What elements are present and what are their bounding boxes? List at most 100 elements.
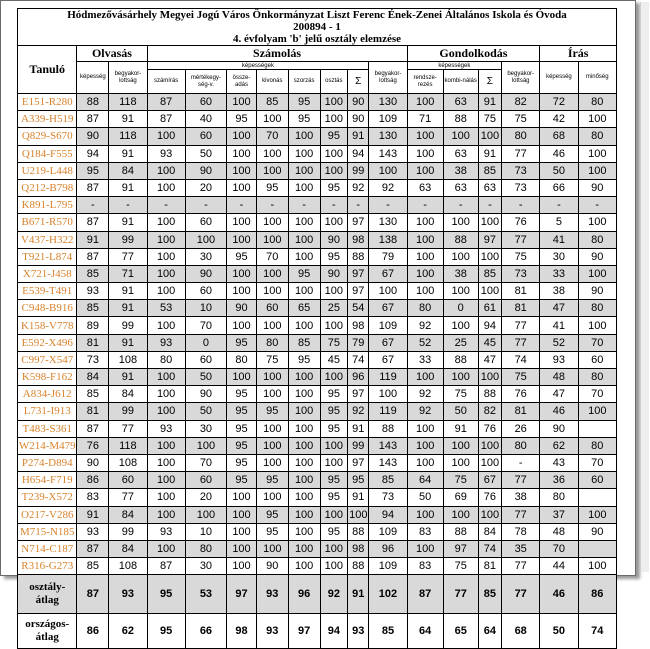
- score-cell: 130: [368, 213, 408, 232]
- score-cell: 94: [347, 144, 370, 163]
- orszagos-avg-cell: 93: [255, 613, 289, 649]
- score-cell: 94: [477, 316, 503, 335]
- score-cell: 100: [442, 367, 479, 387]
- score-cell: 91: [108, 110, 148, 129]
- score-cell: 97: [347, 282, 370, 301]
- score-cell: 100: [146, 488, 186, 507]
- score-cell: 88: [347, 247, 370, 266]
- score-cell: 10: [184, 299, 228, 318]
- score-cell: 100: [226, 539, 257, 559]
- score-cell: 130: [368, 127, 408, 146]
- student-code: E592-X496: [16, 333, 78, 352]
- score-cell: 77: [108, 488, 148, 507]
- score-cell: 84: [108, 385, 148, 404]
- student-code: Q212-B798: [16, 178, 78, 198]
- score-cell: 87: [146, 92, 186, 112]
- table-row: K598-F162 84 91 100 50 100 100 100 100 96 119 100 10…: [16, 367, 618, 387]
- score-cell: 95: [287, 92, 321, 112]
- score-cell: 100: [442, 247, 479, 266]
- osztaly-avg-cell: 91: [347, 574, 370, 615]
- score-cell: 77: [501, 471, 541, 490]
- score-cell: 20: [184, 178, 228, 198]
- score-cell: 143: [368, 436, 408, 455]
- score-cell: 75: [442, 557, 479, 576]
- score-cell: 100: [477, 247, 503, 266]
- score-cell: 100: [577, 213, 618, 232]
- student-code: L731-I913: [16, 402, 78, 421]
- score-cell: 118: [108, 127, 148, 146]
- score-cell: 100: [255, 436, 289, 455]
- score-cell: 100: [319, 161, 349, 180]
- orszagos-avg-cell: 94: [319, 613, 349, 649]
- osztaly-avg-cell: 97: [226, 574, 257, 615]
- orszagos-atlag-label: országos-átlag: [16, 613, 78, 649]
- score-cell: 90: [577, 522, 618, 541]
- score-cell: -: [255, 196, 289, 215]
- score-cell: 100: [442, 436, 479, 455]
- table-row: T921-L874 87 77 100 30 95 70 100 95 88 79 100 100 100…: [16, 247, 618, 266]
- score-cell: 50: [184, 367, 228, 387]
- score-cell: 80: [184, 539, 228, 559]
- orszagos-avg-cell: 93: [347, 613, 370, 649]
- score-cell: 90: [577, 247, 618, 266]
- score-cell: 95: [319, 385, 349, 404]
- score-cell: 50: [184, 144, 228, 163]
- score-cell: 35: [501, 539, 541, 559]
- score-cell: 100: [255, 264, 289, 284]
- score-cell: 30: [184, 419, 228, 438]
- score-cell: 130: [368, 92, 408, 112]
- score-cell: 85: [76, 385, 110, 404]
- score-cell: -: [108, 196, 148, 215]
- score-cell: 100: [442, 127, 479, 146]
- score-cell: 91: [108, 333, 148, 352]
- score-cell: 99: [108, 402, 148, 421]
- score-cell: [577, 488, 618, 507]
- score-cell: 73: [501, 161, 541, 180]
- student-code: K891-L795: [16, 196, 78, 215]
- vertical-scrollbar[interactable]: [640, 2, 649, 572]
- osztaly-avg-cell: 102: [368, 574, 408, 615]
- table-row: B671-R570 87 91 100 60 100 100 100 100 97 130 100 10…: [16, 213, 618, 232]
- col-gond-begy: begyakor-lottság: [501, 61, 541, 94]
- score-cell: 41: [539, 316, 579, 335]
- score-cell: 90: [347, 110, 370, 129]
- score-cell: 143: [368, 453, 408, 473]
- student-code: X721-J458: [16, 264, 78, 284]
- score-cell: 83: [406, 522, 444, 541]
- score-cell: 100: [287, 471, 321, 490]
- score-cell: 80: [501, 127, 541, 146]
- col-kombinalas: kombi-nálás: [442, 69, 479, 94]
- group-szamolas: Számolás: [146, 45, 408, 62]
- student-code: A834-J612: [16, 385, 78, 404]
- score-cell: 93: [146, 522, 186, 541]
- score-cell: 95: [76, 161, 110, 180]
- table-row: Q212-B798 87 91 100 20 100 95 100 95 92 92 63 63 63 73…: [16, 178, 618, 198]
- score-cell: 95: [319, 247, 349, 266]
- score-cell: 52: [406, 333, 444, 352]
- score-cell: 48: [539, 367, 579, 387]
- score-cell: 88: [347, 557, 370, 576]
- score-cell: 36: [539, 471, 579, 490]
- score-cell: 71: [108, 264, 148, 284]
- student-code: K158-V778: [16, 316, 78, 335]
- score-cell: 70: [255, 127, 289, 146]
- score-cell: 100: [287, 419, 321, 438]
- score-cell: 25: [319, 299, 349, 318]
- score-cell: 98: [347, 230, 370, 249]
- score-cell: 100: [406, 161, 444, 180]
- col-kivonas: kivonás: [255, 69, 289, 94]
- score-cell: 88: [347, 522, 370, 541]
- score-cell: 80: [577, 299, 618, 318]
- orszagos-avg-cell: 50: [539, 613, 579, 649]
- score-cell: 78: [501, 522, 541, 541]
- score-cell: 75: [442, 471, 479, 490]
- student-code: V437-H322: [16, 230, 78, 249]
- student-code: N714-C187: [16, 539, 78, 559]
- score-cell: 100: [146, 178, 186, 198]
- score-cell: 100: [146, 282, 186, 301]
- score-cell: 100: [287, 282, 321, 301]
- score-cell: 95: [226, 402, 257, 421]
- score-cell: 91: [108, 282, 148, 301]
- score-cell: 100: [319, 92, 349, 112]
- score-cell: -: [319, 196, 349, 215]
